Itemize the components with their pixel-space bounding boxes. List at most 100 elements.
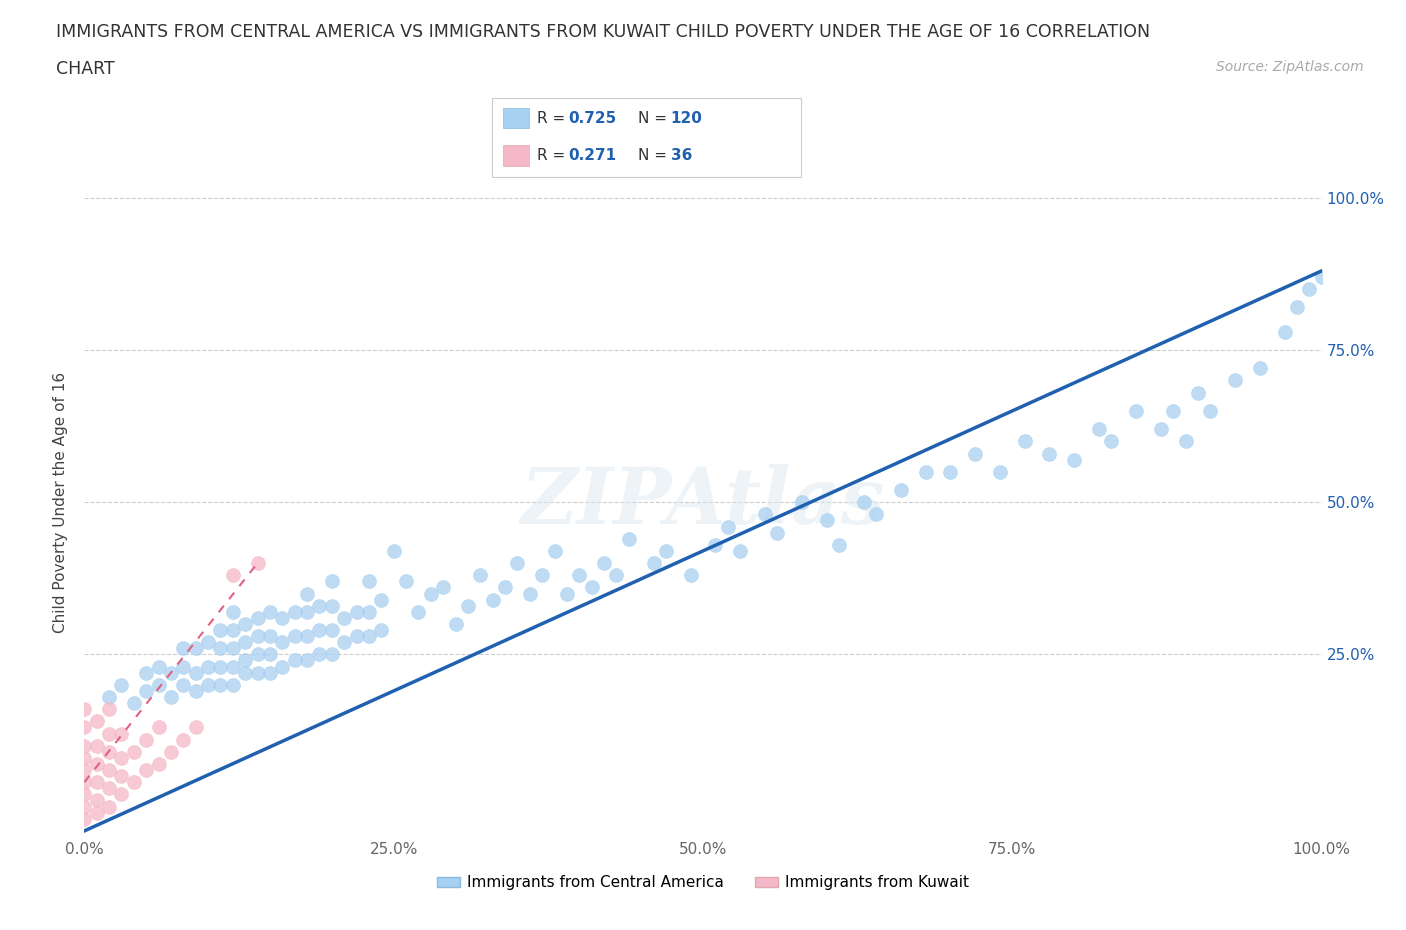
Point: [728, 543, 751, 558]
Point: [259, 665, 281, 680]
Point: [148, 659, 170, 674]
Point: [222, 641, 245, 656]
Point: [1187, 385, 1209, 400]
Point: [865, 507, 887, 522]
Point: [1063, 452, 1085, 467]
Point: [1014, 434, 1036, 449]
Point: [148, 756, 170, 771]
Point: [73, 751, 96, 765]
Point: [86, 714, 108, 729]
Point: [271, 659, 294, 674]
Point: [148, 677, 170, 692]
Point: [135, 684, 157, 698]
Point: [506, 555, 529, 570]
Point: [295, 604, 318, 619]
Point: [172, 641, 194, 656]
Point: [233, 617, 256, 631]
Point: [122, 775, 145, 790]
Point: [172, 732, 194, 747]
Point: [209, 622, 232, 637]
Point: [481, 592, 503, 607]
Point: [815, 513, 838, 528]
Point: [333, 635, 356, 650]
Point: [184, 720, 207, 735]
Point: [593, 555, 616, 570]
Point: [346, 604, 368, 619]
Point: [172, 659, 194, 674]
Point: [308, 598, 330, 613]
Point: [222, 622, 245, 637]
Text: N =: N =: [638, 111, 672, 126]
Point: [965, 446, 987, 461]
Point: [543, 543, 565, 558]
Point: [98, 726, 121, 741]
Point: [86, 775, 108, 790]
Point: [357, 604, 380, 619]
Point: [110, 726, 132, 741]
Point: [531, 568, 554, 583]
Point: [346, 629, 368, 644]
Point: [160, 689, 183, 704]
Point: [419, 586, 441, 601]
Point: [222, 604, 245, 619]
Point: [295, 653, 318, 668]
Point: [135, 763, 157, 777]
Point: [222, 677, 245, 692]
Point: [914, 464, 936, 479]
Point: [73, 787, 96, 802]
Point: [382, 543, 405, 558]
Point: [110, 769, 132, 784]
Text: 0.271: 0.271: [568, 148, 616, 163]
Point: [1150, 421, 1173, 436]
Point: [172, 677, 194, 692]
Point: [370, 622, 392, 637]
Point: [73, 738, 96, 753]
Point: [197, 677, 219, 692]
Point: [110, 787, 132, 802]
Point: [1298, 282, 1320, 297]
Text: Source: ZipAtlas.com: Source: ZipAtlas.com: [1216, 60, 1364, 74]
Point: [284, 604, 307, 619]
Point: [259, 604, 281, 619]
Point: [73, 720, 96, 735]
Point: [321, 598, 343, 613]
Point: [321, 647, 343, 662]
Point: [110, 751, 132, 765]
Text: CHART: CHART: [56, 60, 115, 78]
Point: [233, 665, 256, 680]
Point: [73, 811, 96, 826]
Point: [555, 586, 578, 601]
Point: [284, 629, 307, 644]
Point: [395, 574, 418, 589]
Text: IMMIGRANTS FROM CENTRAL AMERICA VS IMMIGRANTS FROM KUWAIT CHILD POVERTY UNDER TH: IMMIGRANTS FROM CENTRAL AMERICA VS IMMIG…: [56, 23, 1150, 41]
Point: [852, 495, 875, 510]
Point: [717, 519, 740, 534]
Point: [98, 689, 121, 704]
Point: [233, 635, 256, 650]
Point: [1161, 404, 1184, 418]
Point: [321, 622, 343, 637]
Point: [988, 464, 1011, 479]
Point: [1038, 446, 1060, 461]
Point: [704, 538, 727, 552]
Point: [209, 641, 232, 656]
Point: [1285, 300, 1308, 315]
Point: [828, 538, 851, 552]
Point: [1274, 325, 1296, 339]
Point: [357, 574, 380, 589]
Point: [1174, 434, 1197, 449]
Text: 120: 120: [671, 111, 703, 126]
Point: [605, 568, 627, 583]
Point: [321, 574, 343, 589]
Point: [86, 793, 108, 808]
Point: [148, 720, 170, 735]
Point: [184, 665, 207, 680]
Point: [494, 580, 516, 595]
Legend: Immigrants from Central America, Immigrants from Kuwait: Immigrants from Central America, Immigra…: [430, 870, 976, 897]
Point: [73, 799, 96, 814]
Point: [73, 702, 96, 717]
Point: [135, 665, 157, 680]
Point: [617, 531, 640, 546]
Point: [1310, 270, 1333, 285]
Point: [295, 629, 318, 644]
